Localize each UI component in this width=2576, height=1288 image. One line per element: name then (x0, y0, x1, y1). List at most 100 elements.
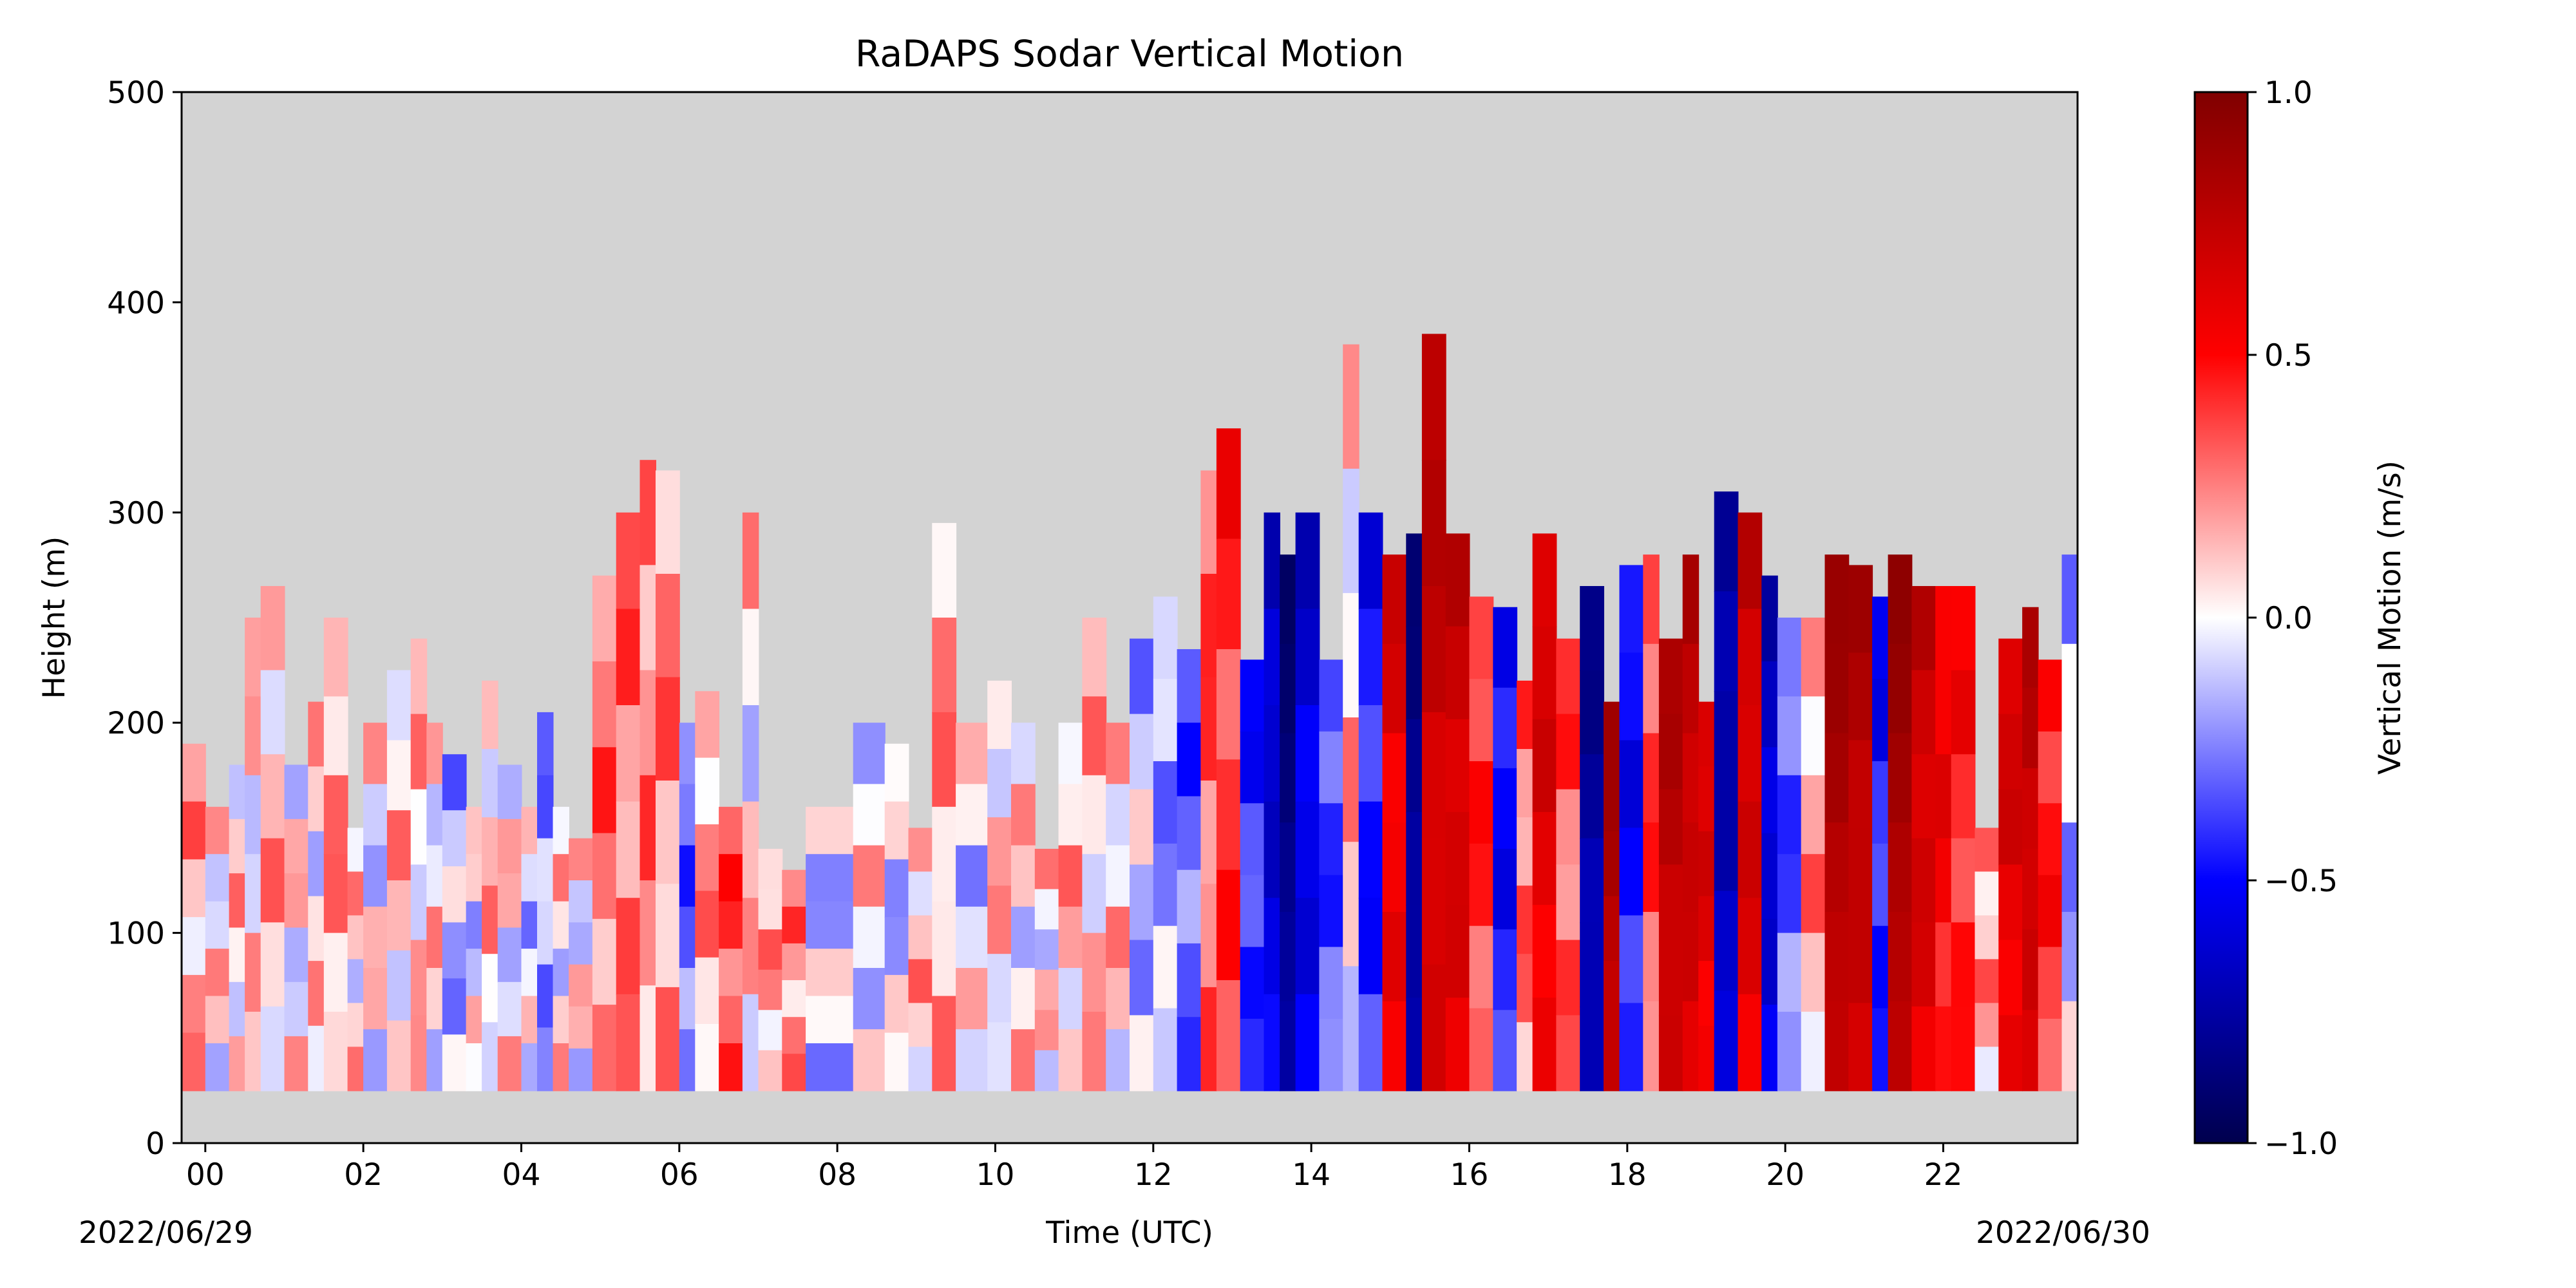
heatmap-cell (2022, 929, 2039, 1011)
heatmap-cell (284, 981, 309, 1037)
heatmap-column (616, 512, 641, 1092)
heatmap-cell (1358, 705, 1383, 802)
heatmap-cell (1801, 933, 1826, 1012)
heatmap-cell (2038, 803, 2063, 876)
heatmap-cell (1200, 781, 1217, 885)
heatmap-cell (569, 1006, 593, 1050)
heatmap-cell (1698, 961, 1715, 1027)
heatmap-cell (639, 775, 656, 881)
x-tick-label: 22 (1924, 1157, 1963, 1193)
heatmap-cell (656, 987, 680, 1092)
heatmap-column (426, 723, 443, 1092)
heatmap-cell (284, 1036, 309, 1092)
heatmap-column (2022, 607, 2039, 1092)
heatmap-cell (639, 670, 656, 776)
heatmap-cell (205, 854, 230, 902)
heatmap-cell (1130, 1015, 1154, 1092)
plot-frame (180, 91, 2079, 1144)
heatmap-cell (442, 810, 467, 867)
heatmap-cell (1619, 828, 1644, 916)
heatmap-cell (466, 854, 483, 902)
heatmap-cell (1177, 869, 1202, 944)
heatmap-cell (1777, 1012, 1802, 1092)
heatmap-cell (679, 968, 696, 1030)
heatmap-cell (1714, 591, 1739, 692)
heatmap-cell (426, 845, 443, 907)
heatmap-column (205, 806, 230, 1092)
heatmap-cell (386, 880, 412, 951)
heatmap-cell (1034, 1010, 1059, 1051)
heatmap-cell (1130, 789, 1154, 866)
x-tick-label: 20 (1766, 1157, 1804, 1193)
heatmap-cell (656, 470, 680, 574)
heatmap-cell (363, 784, 388, 846)
heatmap-cell (1714, 791, 1739, 892)
heatmap-cell (1216, 869, 1241, 981)
heatmap-cell (1801, 1012, 1826, 1092)
heatmap-cell (1319, 947, 1344, 1019)
heatmap-cell (410, 638, 428, 715)
heatmap-cell (284, 764, 309, 820)
x-tick-label: 02 (344, 1157, 383, 1193)
heatmap-column (497, 764, 522, 1092)
heatmap-cell (1406, 811, 1423, 906)
heatmap-cell (1975, 1046, 2000, 1092)
heatmap-column (1058, 723, 1083, 1092)
heatmap-cell (229, 873, 246, 929)
heatmap-cell (932, 712, 957, 808)
heatmap-column (229, 764, 246, 1092)
heatmap-cell (1280, 643, 1296, 734)
heatmap-cell (1200, 987, 1217, 1092)
heatmap-cell (1082, 618, 1107, 697)
heatmap-cell (1532, 533, 1557, 627)
heatmap-cell (1106, 968, 1130, 1030)
chart-title: RaDAPS Sodar Vertical Motion (855, 33, 1404, 75)
heatmap-cell (1619, 740, 1644, 829)
heatmap-cell (1082, 1012, 1107, 1092)
heatmap-column (1421, 334, 1446, 1092)
heatmap-cell (1406, 998, 1423, 1092)
heatmap-cell (426, 723, 443, 785)
heatmap-cell (806, 854, 854, 902)
heatmap-cell (1738, 512, 1763, 610)
heatmap-cell (1382, 822, 1407, 913)
heatmap-cell (1295, 801, 1320, 899)
heatmap-cell (1011, 784, 1036, 846)
heatmap-column (592, 575, 617, 1092)
heatmap-cell (1911, 1006, 1937, 1092)
heatmap-cell (363, 906, 388, 969)
heatmap-cell (656, 884, 680, 988)
heatmap-cell (908, 1003, 933, 1048)
heatmap-cell (1556, 940, 1581, 1016)
heatmap-cell (521, 854, 538, 902)
heatmap-column (1714, 491, 1739, 1092)
heatmap-cell (1658, 940, 1683, 1016)
heatmap-cell (1580, 586, 1604, 671)
heatmap-cell (758, 929, 783, 971)
heatmap-cell (410, 864, 428, 941)
heatmap-cell (1698, 701, 1715, 768)
heatmap-cell (1358, 898, 1383, 995)
heatmap-cell (569, 964, 593, 1007)
heatmap-cell (1034, 849, 1059, 890)
heatmap-cell (932, 901, 957, 997)
heatmap-cell (1998, 864, 2023, 941)
heatmap-cell (1658, 789, 1683, 866)
heatmap-cell (1556, 714, 1581, 790)
heatmap-cell (806, 949, 854, 997)
heatmap-cell (1011, 723, 1036, 785)
heatmap-cell (363, 845, 388, 907)
heatmap-column (347, 828, 365, 1092)
heatmap-column (2038, 659, 2063, 1092)
heatmap-cell (1493, 607, 1518, 688)
heatmap-cell (1517, 1022, 1533, 1092)
heatmap-cell (1951, 922, 1976, 1007)
heatmap-cell (719, 901, 743, 949)
heatmap-cell (932, 806, 957, 902)
heatmap-column (1240, 659, 1265, 1092)
heatmap-cell (1777, 696, 1802, 776)
heatmap-cell (1153, 596, 1178, 680)
heatmap-column (442, 754, 467, 1092)
heatmap-cell (229, 764, 246, 820)
heatmap-cell (1532, 998, 1557, 1092)
